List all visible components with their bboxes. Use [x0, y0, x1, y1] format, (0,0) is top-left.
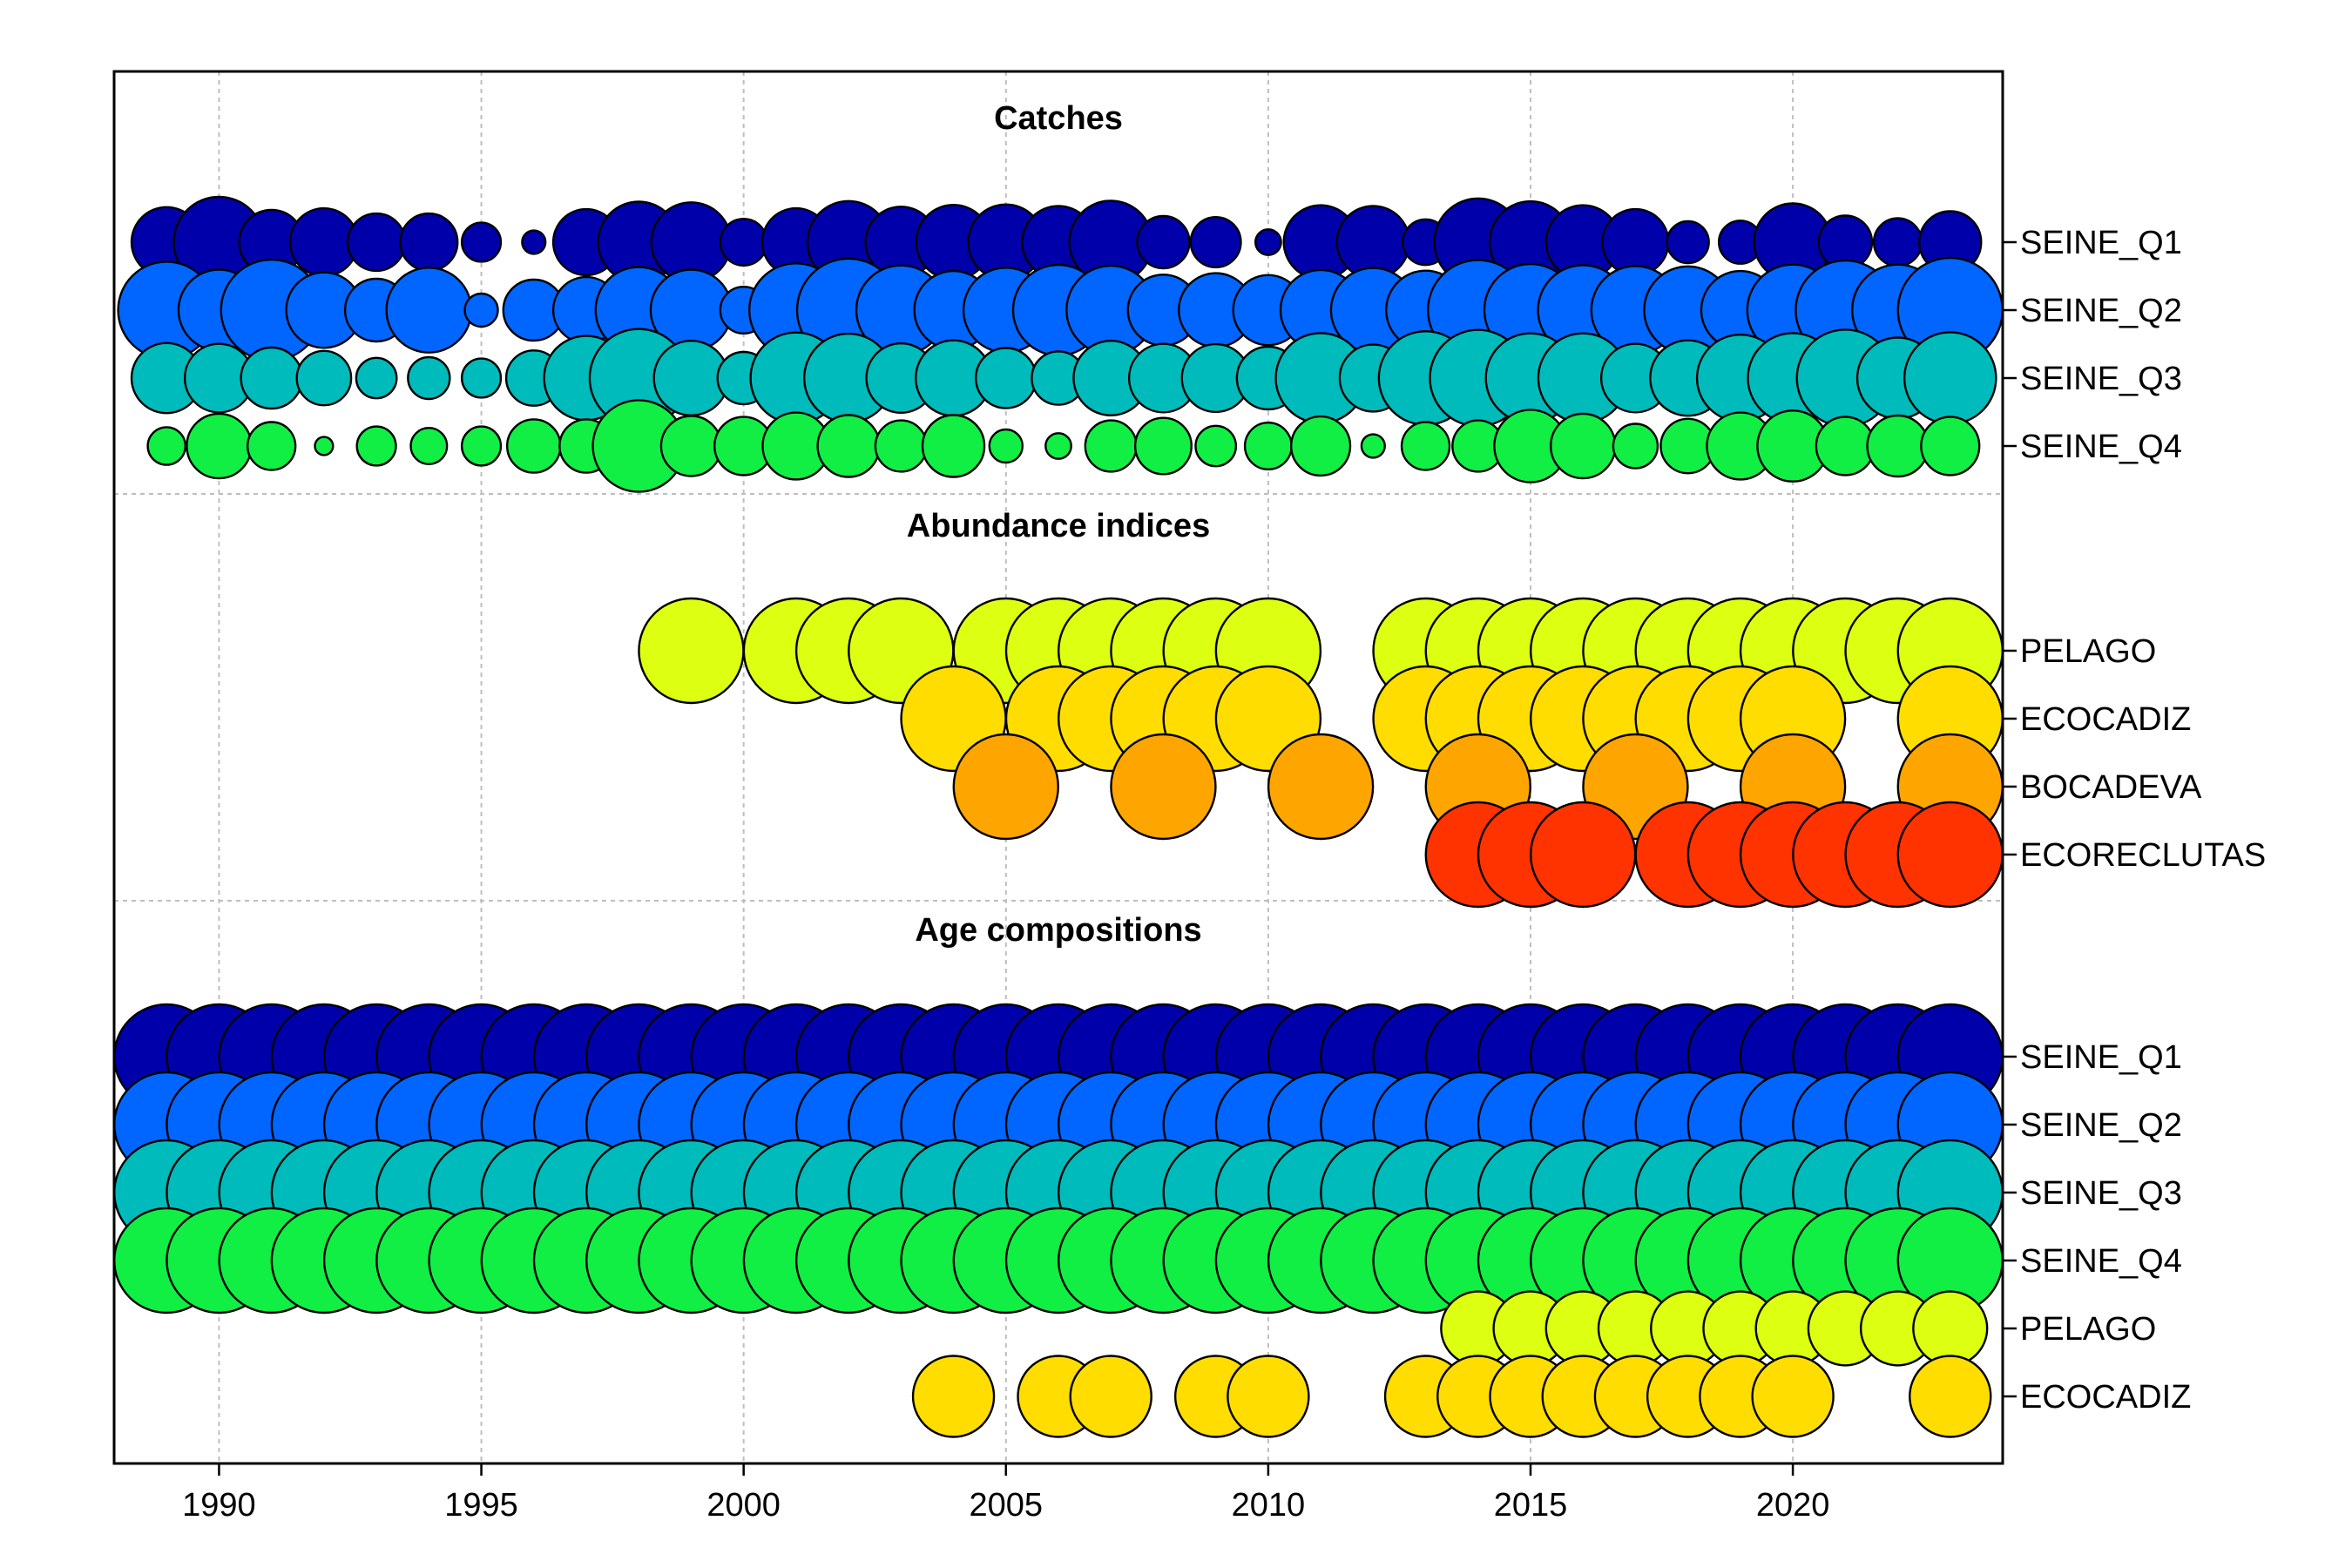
bubble-point [146, 426, 187, 466]
bubble-point [1612, 422, 1659, 470]
x-tick-label: 2000 [706, 1487, 781, 1524]
series-label: SEINE_Q1 [2020, 225, 2182, 261]
bubble-point [1751, 1355, 1835, 1438]
series-label: SEINE_Q2 [2020, 1107, 2182, 1144]
series-label: SEINE_Q4 [2020, 429, 2182, 465]
bubble-point [1896, 801, 2004, 909]
bubble-point [659, 415, 723, 477]
bubble-point [407, 355, 451, 401]
bubble-point [186, 412, 253, 480]
bubble-point [1920, 416, 1981, 476]
series-label: SEINE_Q1 [2020, 1039, 2182, 1076]
bubble-point [1290, 415, 1352, 477]
bubble-point [1189, 215, 1242, 268]
bubble-point [1084, 419, 1138, 473]
bubble-point [1866, 414, 1930, 478]
bubble-point [1360, 433, 1386, 459]
bubble-point [355, 425, 397, 467]
series-label: ECOCADIZ [2020, 1379, 2191, 1416]
bubble-point [975, 347, 1037, 409]
bubble-point [463, 292, 499, 328]
bubble-point [816, 414, 881, 478]
bubble-point [295, 349, 353, 407]
bubble-point [1912, 1290, 1989, 1367]
bubble-point [874, 419, 928, 473]
bubble-point [505, 418, 562, 474]
bubble-point [1044, 432, 1072, 460]
bubble-point [719, 217, 768, 267]
series-label: SEINE_Q4 [2020, 1243, 2182, 1280]
bubble-point [1400, 421, 1451, 471]
x-tick-label: 2010 [1232, 1487, 1306, 1524]
label-layer: 1990 1995 2000 2005 2010 2015 2020 Catches SEINE… [182, 100, 2266, 1524]
x-tick-label: 2005 [970, 1487, 1044, 1524]
bubble-point [1254, 228, 1282, 256]
bubble-point [246, 421, 297, 471]
bubble-point [1815, 416, 1876, 476]
bubble-point [1872, 217, 1923, 267]
bubble-point [314, 436, 335, 456]
bubble-point [952, 733, 1059, 841]
series-label: ECORECLUTAS [2020, 837, 2266, 874]
bubble-point [988, 428, 1024, 464]
bubble-point [460, 221, 503, 263]
bubble-point [1550, 412, 1617, 480]
bubble-point [1110, 733, 1217, 841]
bubble-point [1267, 733, 1375, 841]
bubble-point [355, 356, 398, 400]
series-label: SEINE_Q3 [2020, 1175, 2182, 1212]
bubble-point [1227, 1355, 1310, 1438]
series-label: PELAGO [2020, 633, 2156, 670]
x-tick-label: 1990 [182, 1487, 256, 1524]
series-label: SEINE_Q2 [2020, 293, 2182, 329]
bubble-point [240, 346, 303, 410]
bubble-point [1194, 424, 1238, 468]
bubble-point [1909, 1355, 1992, 1438]
x-tick-label: 1995 [444, 1487, 518, 1524]
series-label: PELAGO [2020, 1311, 2156, 1348]
series-label: SEINE_Q3 [2020, 361, 2182, 397]
plot-frame [112, 70, 2004, 1465]
x-tick-label: 2015 [1494, 1487, 1568, 1524]
bubble-point [1530, 801, 1637, 909]
bubble-point [1136, 214, 1191, 270]
bubble-point [638, 597, 745, 705]
bubble-point [460, 425, 503, 467]
x-tick-label: 2020 [1756, 1487, 1830, 1524]
bubble-point [521, 229, 547, 255]
panel-title: Catches [994, 100, 1123, 137]
bubble-point [460, 357, 503, 399]
bubble-point [911, 1355, 996, 1438]
bubble-point [1243, 422, 1293, 471]
bubble-layer [113, 195, 2004, 1438]
series-label: BOCADEVA [2020, 769, 2202, 806]
bubble-point [1666, 220, 1710, 265]
bubble-point [1133, 416, 1193, 476]
bubble-point [1069, 1355, 1152, 1438]
bubble-point [385, 267, 473, 354]
bubble-point [409, 427, 449, 466]
bubble-point [1903, 331, 1997, 425]
series-label: ECOCADIZ [2020, 701, 2191, 738]
bubble-point [921, 414, 986, 478]
panel-title: Abundance indices [907, 508, 1210, 544]
bubble-point [347, 212, 407, 273]
bubble-point [399, 212, 459, 273]
panel-title: Age compositions [915, 912, 1201, 949]
